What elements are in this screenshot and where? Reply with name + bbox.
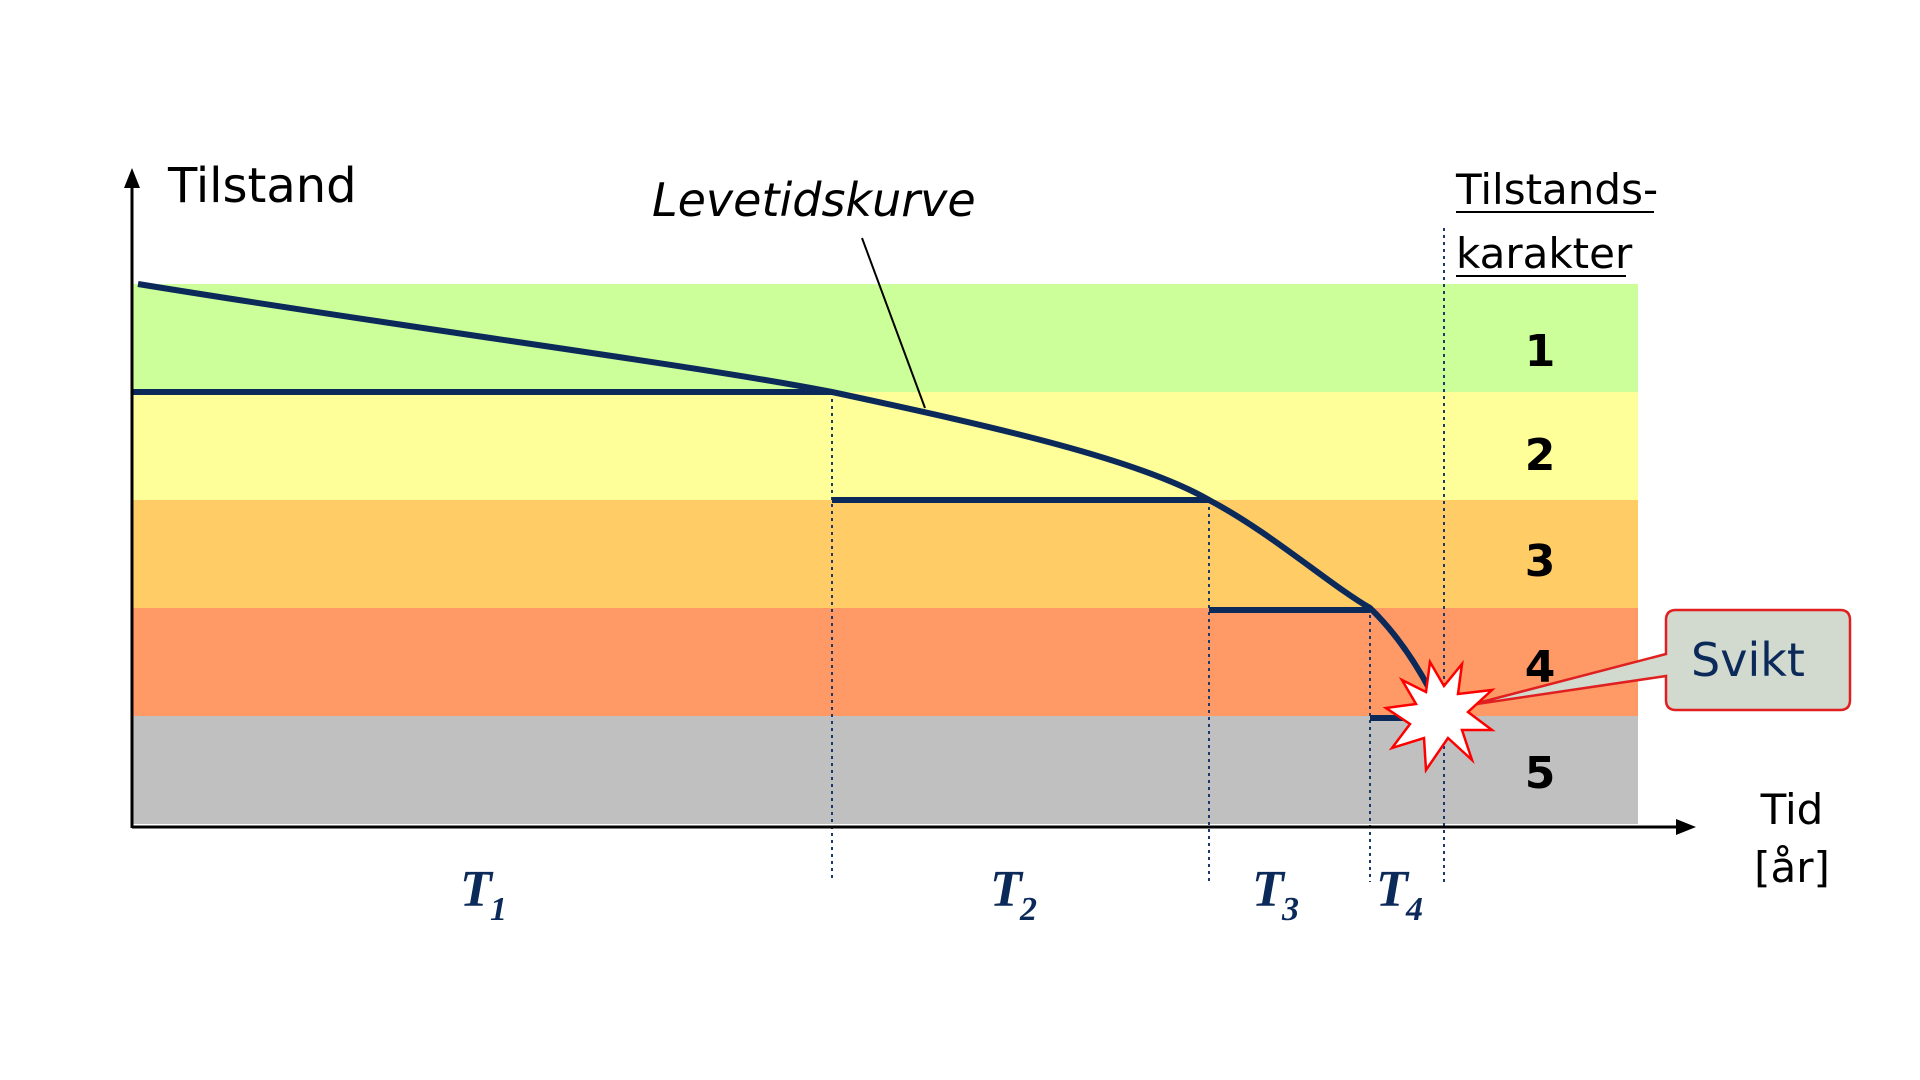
failure-callout-text: Svikt <box>1691 633 1805 687</box>
failure-callout-shape <box>1469 608 1852 712</box>
axes <box>130 182 1680 829</box>
period-t2-symbol: T <box>990 861 1024 918</box>
band-grade-3 <box>132 500 1638 608</box>
period-t1-subscript: 1 <box>490 891 507 928</box>
legend-header-line1: Tilstands- <box>1455 165 1658 214</box>
period-t2-subscript: 2 <box>1019 891 1037 928</box>
grade-label-5: 5 <box>1525 748 1556 799</box>
period-dividers <box>831 228 1445 882</box>
lifetime-curve <box>137 281 1433 692</box>
period-t4-subscript: 4 <box>1405 891 1423 928</box>
period-t4-symbol: T <box>1376 861 1410 918</box>
band-grade-5 <box>132 716 1638 824</box>
grade-label-2: 2 <box>1525 430 1556 481</box>
failure-burst-icon <box>1382 658 1496 774</box>
step-levels <box>132 389 1420 721</box>
curve-label: Levetidskurve <box>652 173 976 227</box>
grade-label-3: 3 <box>1525 536 1556 587</box>
x-axis-label-unit: Tid <box>1760 785 1824 834</box>
x-axis-arrow-icon <box>1676 819 1696 835</box>
x-axis-label-years: [år] <box>1754 843 1830 892</box>
period-t3-subscript: 3 <box>1281 891 1299 928</box>
legend-header-line2: karakter <box>1456 229 1633 278</box>
period-t1-symbol: T <box>460 861 494 918</box>
period-label-t2: T 2 <box>990 861 1037 928</box>
period-t3-symbol: T <box>1252 861 1286 918</box>
period-label-t3: T 3 <box>1252 861 1299 928</box>
grade-label-1: 1 <box>1525 326 1556 377</box>
period-label-t1: T 1 <box>460 861 507 928</box>
curve-label-leader <box>861 237 926 409</box>
y-axis-label: Tilstand <box>167 158 357 214</box>
period-label-t4: T 4 <box>1376 861 1423 928</box>
failure-callout: Svikt <box>1469 608 1852 712</box>
band-grade-2 <box>132 392 1638 500</box>
y-axis-arrow-icon <box>124 168 140 188</box>
